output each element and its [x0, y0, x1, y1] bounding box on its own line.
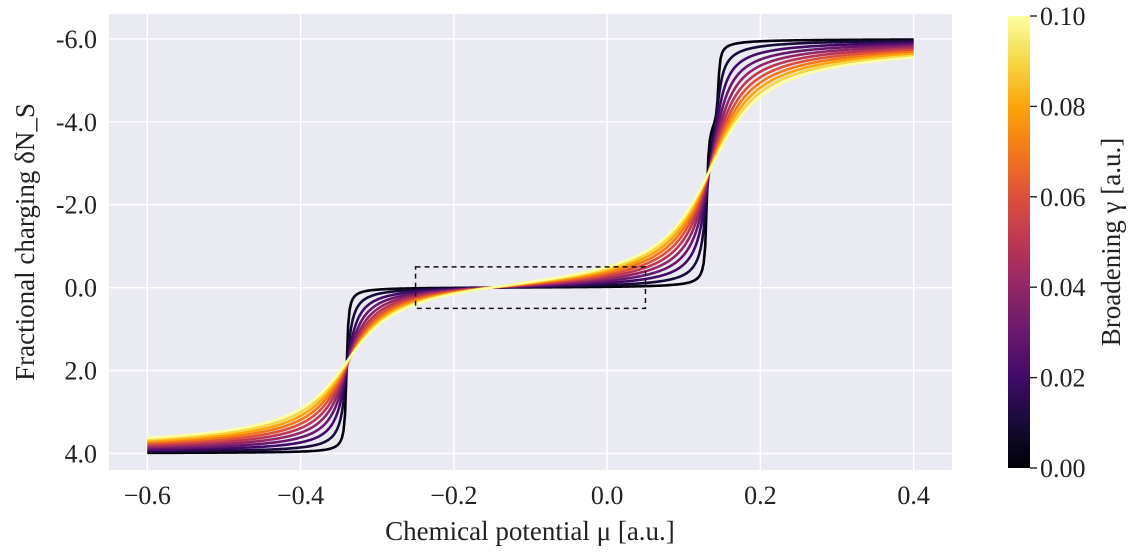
colorbar-tick-label: 0.06: [1040, 183, 1086, 212]
y-tick-label: -2.0: [56, 191, 97, 220]
colorbar-tick-label: 0.04: [1040, 273, 1086, 302]
y-axis-ticks: -6.0 -4.0 -2.0 0.0 2.0 4.0: [56, 25, 97, 469]
x-axis-label: Chemical potential μ [a.u.]: [385, 516, 675, 546]
colorbar-tick-label: 0.10: [1040, 2, 1086, 31]
x-tick-label: 0.2: [744, 481, 777, 510]
y-tick-label: -4.0: [56, 108, 97, 137]
plot-area: [109, 14, 952, 470]
series-line: [147, 56, 914, 440]
x-tick-label: 0.0: [591, 481, 624, 510]
curves: [147, 38, 914, 455]
x-tick-label: 0.4: [897, 481, 930, 510]
colorbar-tick-label: 0.00: [1040, 454, 1086, 483]
colorbar-label: Broadening γ [a.u.]: [1096, 138, 1126, 346]
x-tick-label: −0.2: [430, 481, 477, 510]
y-tick-label: 0.0: [65, 274, 98, 303]
colorbar: [1008, 16, 1030, 468]
y-tick-label: -6.0: [56, 25, 97, 54]
colorbar-tick-label: 0.02: [1040, 364, 1086, 393]
y-axis-label: Fractional charging δN_S: [10, 103, 40, 381]
colorbar-tick-label: 0.08: [1040, 92, 1086, 121]
y-tick-label: 2.0: [65, 357, 98, 386]
y-tick-label: 4.0: [65, 439, 98, 468]
colorbar-ticks: 0.00 0.02 0.04 0.06 0.08 0.10: [1030, 2, 1086, 483]
x-tick-label: −0.4: [277, 481, 324, 510]
x-tick-label: −0.6: [124, 481, 171, 510]
x-axis-ticks: −0.6 −0.4 −0.2 0.0 0.2 0.4: [124, 481, 930, 510]
